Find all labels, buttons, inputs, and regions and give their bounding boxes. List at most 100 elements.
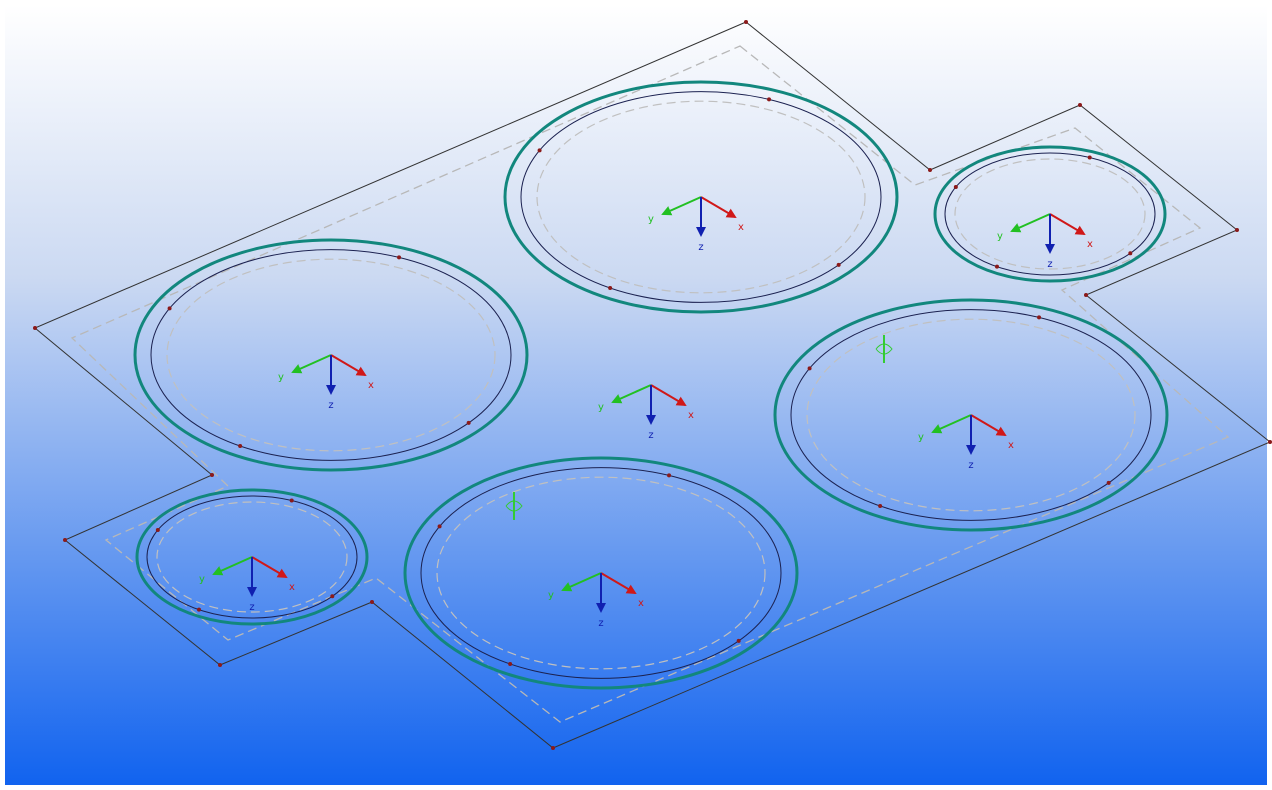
x-label: x <box>738 222 744 233</box>
slab-offset <box>70 45 1230 723</box>
vertex-point <box>218 663 222 667</box>
coordinate-system: x y z <box>997 213 1093 270</box>
opening-point <box>1106 480 1111 485</box>
opening-inner <box>420 467 782 679</box>
opening-point <box>466 420 471 425</box>
x-axis <box>251 556 288 579</box>
opening-point <box>767 97 772 102</box>
y-label: y <box>548 590 554 601</box>
y-label: y <box>199 574 205 585</box>
opening-offset <box>156 501 348 613</box>
opening-edge <box>933 145 1167 283</box>
opening-point <box>836 262 841 267</box>
x-axis <box>970 414 1007 437</box>
opening-point <box>289 498 294 503</box>
opening-point <box>397 255 402 260</box>
vertex-point <box>928 168 932 172</box>
x-axis <box>700 196 737 219</box>
opening-point <box>167 306 172 311</box>
opening-inner <box>790 309 1152 521</box>
background <box>5 5 1267 785</box>
coordinate-system: x y z <box>199 556 295 613</box>
opening-offset <box>166 258 496 452</box>
y-axis <box>661 196 702 216</box>
y-axis <box>931 414 972 434</box>
opening-edge <box>403 456 799 690</box>
vertex-point <box>744 20 748 24</box>
y-label: y <box>997 231 1003 242</box>
vertex-point <box>1084 293 1088 297</box>
z-label: z <box>648 430 653 441</box>
y-axis <box>212 556 253 576</box>
opening-edge <box>133 238 529 472</box>
opening-edge <box>773 298 1169 532</box>
vertex-point <box>1235 228 1239 232</box>
z-label: z <box>598 618 603 629</box>
opening-point <box>330 594 335 599</box>
opening-point <box>196 607 201 612</box>
vertex-point <box>33 326 37 330</box>
opening-point <box>537 148 542 153</box>
y-label: y <box>918 432 924 443</box>
y-label: y <box>278 372 284 383</box>
x-label: x <box>638 598 644 609</box>
opening-point <box>1128 251 1133 256</box>
opening-point <box>878 503 883 508</box>
opening-point <box>1037 315 1042 320</box>
opening-point <box>238 443 243 448</box>
opening-offset <box>436 476 766 670</box>
coordinate-system: x y z <box>548 572 644 629</box>
x-label: x <box>1008 440 1014 451</box>
coordinate-system: x y z <box>648 196 744 253</box>
x-label: x <box>289 582 295 593</box>
vertex-point <box>370 600 374 604</box>
opening-point <box>608 285 613 290</box>
y-axis <box>561 572 602 592</box>
opening-inner <box>944 152 1156 276</box>
x-axis <box>330 354 367 377</box>
vertex-point <box>1268 440 1272 444</box>
coordinate-system: x y z <box>278 354 374 411</box>
opening-point <box>953 185 958 190</box>
opening-offset <box>806 318 1136 512</box>
y-axis <box>291 354 332 374</box>
x-axis <box>600 572 637 595</box>
opening-inner <box>146 495 358 619</box>
x-label: x <box>688 410 694 421</box>
x-axis <box>1049 213 1086 236</box>
x-axis <box>650 384 687 407</box>
support-symbol <box>875 343 893 355</box>
z-label: z <box>968 460 973 471</box>
z-label: z <box>249 602 254 613</box>
opening-point <box>667 473 672 478</box>
opening-point <box>736 638 741 643</box>
opening-point <box>508 661 513 666</box>
opening-edge <box>503 80 899 314</box>
opening-offset <box>954 158 1146 270</box>
vertex-point <box>551 746 555 750</box>
opening-offset <box>536 100 866 294</box>
opening-inner <box>150 249 512 461</box>
coordinate-system: x y z <box>598 384 694 441</box>
opening-point <box>994 264 999 269</box>
coordinate-system: x y z <box>918 414 1014 471</box>
support-symbol <box>505 500 523 512</box>
z-label: z <box>698 242 703 253</box>
opening-point <box>807 366 812 371</box>
y-label: y <box>648 214 654 225</box>
z-label: z <box>1047 259 1052 270</box>
y-axis <box>1010 213 1051 233</box>
x-label: x <box>1087 239 1093 250</box>
vertex-point <box>210 473 214 477</box>
z-label: z <box>328 400 333 411</box>
opening-point <box>155 528 160 533</box>
y-axis <box>611 384 652 404</box>
opening-edge <box>135 488 369 626</box>
y-label: y <box>598 402 604 413</box>
opening-point <box>437 524 442 529</box>
vertex-point <box>1078 103 1082 107</box>
x-label: x <box>368 380 374 391</box>
opening-point <box>1087 155 1092 160</box>
opening-inner <box>520 91 882 303</box>
